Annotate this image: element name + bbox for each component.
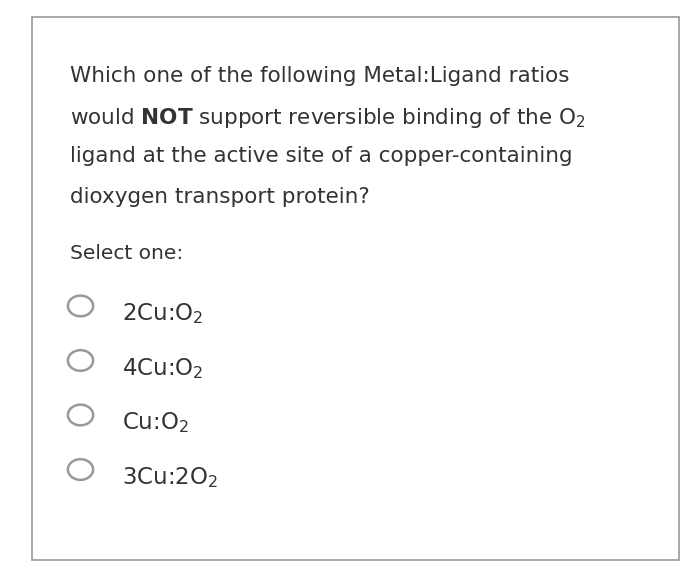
Circle shape <box>68 296 93 316</box>
Text: 2Cu:O$_2$: 2Cu:O$_2$ <box>122 301 204 326</box>
Text: dioxygen transport protein?: dioxygen transport protein? <box>70 187 370 207</box>
Text: Which one of the following Metal:Ligand ratios: Which one of the following Metal:Ligand … <box>70 66 570 86</box>
Text: 3Cu:2O$_2$: 3Cu:2O$_2$ <box>122 465 218 490</box>
Circle shape <box>68 459 93 480</box>
Circle shape <box>68 405 93 425</box>
Text: ligand at the active site of a copper-containing: ligand at the active site of a copper-co… <box>70 146 573 166</box>
Circle shape <box>68 350 93 371</box>
Text: would $\bf{NOT}$ support reversible binding of the O$_2$: would $\bf{NOT}$ support reversible bind… <box>70 106 586 130</box>
Text: Cu:O$_2$: Cu:O$_2$ <box>122 410 190 435</box>
FancyBboxPatch shape <box>32 17 679 560</box>
Text: Select one:: Select one: <box>70 244 183 263</box>
Text: 4Cu:O$_2$: 4Cu:O$_2$ <box>122 356 204 381</box>
